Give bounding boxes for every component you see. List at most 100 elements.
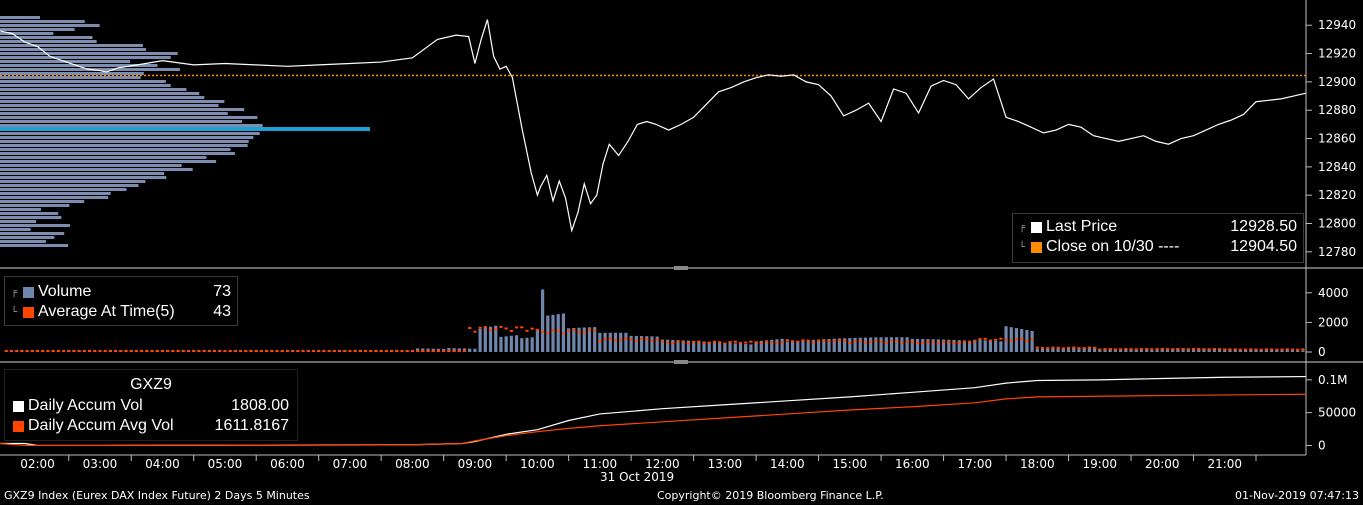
avg-marker xyxy=(541,330,545,333)
accum-avg-line xyxy=(0,393,1307,447)
avg-swatch xyxy=(23,306,34,318)
x-tick-label: 15:00 xyxy=(833,457,868,471)
avg-marker xyxy=(1009,339,1013,342)
volume-bar xyxy=(1087,347,1091,352)
volume-bar xyxy=(900,337,904,352)
legend-row-last-price[interactable]: ╒ Last Price 12928.50 xyxy=(1019,217,1297,237)
volume-label: Volume xyxy=(38,283,92,300)
volume-bar xyxy=(587,327,592,352)
last-price-swatch xyxy=(1031,221,1042,233)
volume-y-tick-label: 0 xyxy=(1318,345,1326,359)
volume-bar xyxy=(702,341,706,352)
divider-handle-2[interactable] xyxy=(674,360,688,364)
volume-bar xyxy=(1176,348,1180,352)
volume-bar xyxy=(744,344,748,352)
volume-bar xyxy=(749,344,753,352)
avg-marker xyxy=(114,349,118,352)
avg-marker xyxy=(228,349,232,352)
volume-profile xyxy=(0,16,370,247)
avg-marker xyxy=(665,341,670,344)
volume-bar xyxy=(1270,349,1274,352)
volume-bar xyxy=(1249,349,1253,352)
volume-bar xyxy=(837,338,842,352)
avg-marker xyxy=(1191,348,1196,351)
volume-bar xyxy=(978,339,982,352)
volume-bar xyxy=(603,332,607,352)
legend-row-close[interactable]: └ Close on 10/30 ---- 12904.50 xyxy=(1019,237,1297,257)
legend-row-volume[interactable]: ╒ Volume 73 xyxy=(11,282,231,302)
avg-marker xyxy=(35,349,40,352)
legend-row-accum-avg[interactable]: Daily Accum Avg Vol 1611.8167 xyxy=(13,416,289,436)
volume-bar xyxy=(754,341,758,352)
avg-marker xyxy=(1160,348,1164,351)
volume-bar xyxy=(660,339,664,352)
avg-marker xyxy=(41,349,45,352)
volume-bar xyxy=(806,340,810,352)
avg-marker xyxy=(155,349,159,352)
profile-bar xyxy=(0,244,69,247)
avg-marker xyxy=(212,349,217,352)
avg-marker xyxy=(1056,346,1060,349)
avg-marker xyxy=(1014,337,1019,340)
footer-security: GXZ9 Index (Eurex DAX Index Future) 2 Da… xyxy=(4,489,310,502)
x-tick-label: 07:00 xyxy=(333,457,368,471)
avg-marker xyxy=(275,349,279,352)
avg-marker xyxy=(593,329,597,332)
x-tick-label: 17:00 xyxy=(958,457,993,471)
volume-bar xyxy=(936,339,940,352)
legend-row-avg[interactable]: └ Average At Time(5) 43 xyxy=(11,302,231,322)
avg-marker xyxy=(353,349,357,352)
avg-marker xyxy=(983,337,987,340)
x-tick-label: 21:00 xyxy=(1207,457,1242,471)
avg-marker xyxy=(1176,348,1180,351)
avg-marker xyxy=(166,349,170,352)
volume-bar xyxy=(1254,349,1258,352)
avg-marker xyxy=(442,349,446,352)
avg-marker xyxy=(843,339,847,342)
profile-bar xyxy=(0,28,75,31)
avg-marker xyxy=(1285,348,1289,351)
volume-bar xyxy=(1280,349,1284,352)
price-y-tick-label: 12940 xyxy=(1318,18,1356,32)
x-tick-label: 18:00 xyxy=(1020,457,1055,471)
volume-bar xyxy=(941,339,946,352)
avg-marker xyxy=(978,338,982,341)
volume-bar xyxy=(488,326,493,352)
legend-row-accum-vol[interactable]: Daily Accum Vol 1808.00 xyxy=(13,396,289,416)
volume-bar xyxy=(764,340,769,352)
volume-bar xyxy=(1290,350,1295,352)
legend-tree-icon: └ xyxy=(11,306,18,318)
avg-marker xyxy=(1264,348,1269,351)
avg-marker xyxy=(1072,346,1076,349)
avg-marker xyxy=(343,349,347,352)
volume-bar xyxy=(1014,328,1019,352)
volume-bar xyxy=(1051,348,1055,352)
x-tick-label: 02:00 xyxy=(20,457,55,471)
volume-bar xyxy=(895,337,899,352)
avg-marker xyxy=(140,349,144,352)
avg-marker xyxy=(478,326,482,329)
avg-marker xyxy=(77,349,81,352)
avg-marker xyxy=(1249,348,1253,351)
volume-bar xyxy=(530,337,534,352)
legend-tree-icon: ╒ xyxy=(1019,221,1026,233)
volume-bar xyxy=(1228,349,1232,352)
x-tick-label: 13:00 xyxy=(708,457,743,471)
avg-marker xyxy=(546,331,550,334)
profile-bar xyxy=(0,192,111,195)
volume-bar xyxy=(1217,348,1222,352)
profile-bar xyxy=(0,120,243,123)
profile-bar xyxy=(0,160,217,163)
volume-bar xyxy=(759,340,763,352)
avg-marker xyxy=(1217,348,1222,351)
avg-marker xyxy=(1150,348,1154,351)
avg-marker xyxy=(1134,348,1138,351)
close-label: Close on 10/30 ---- xyxy=(1046,238,1180,255)
divider-handle-1[interactable] xyxy=(674,266,688,270)
avg-marker xyxy=(306,349,310,352)
avg-marker xyxy=(1270,348,1274,351)
volume-bar xyxy=(655,336,659,352)
avg-marker xyxy=(1202,348,1206,351)
avg-label: Average At Time(5) xyxy=(38,303,175,320)
avg-marker xyxy=(1025,339,1029,342)
